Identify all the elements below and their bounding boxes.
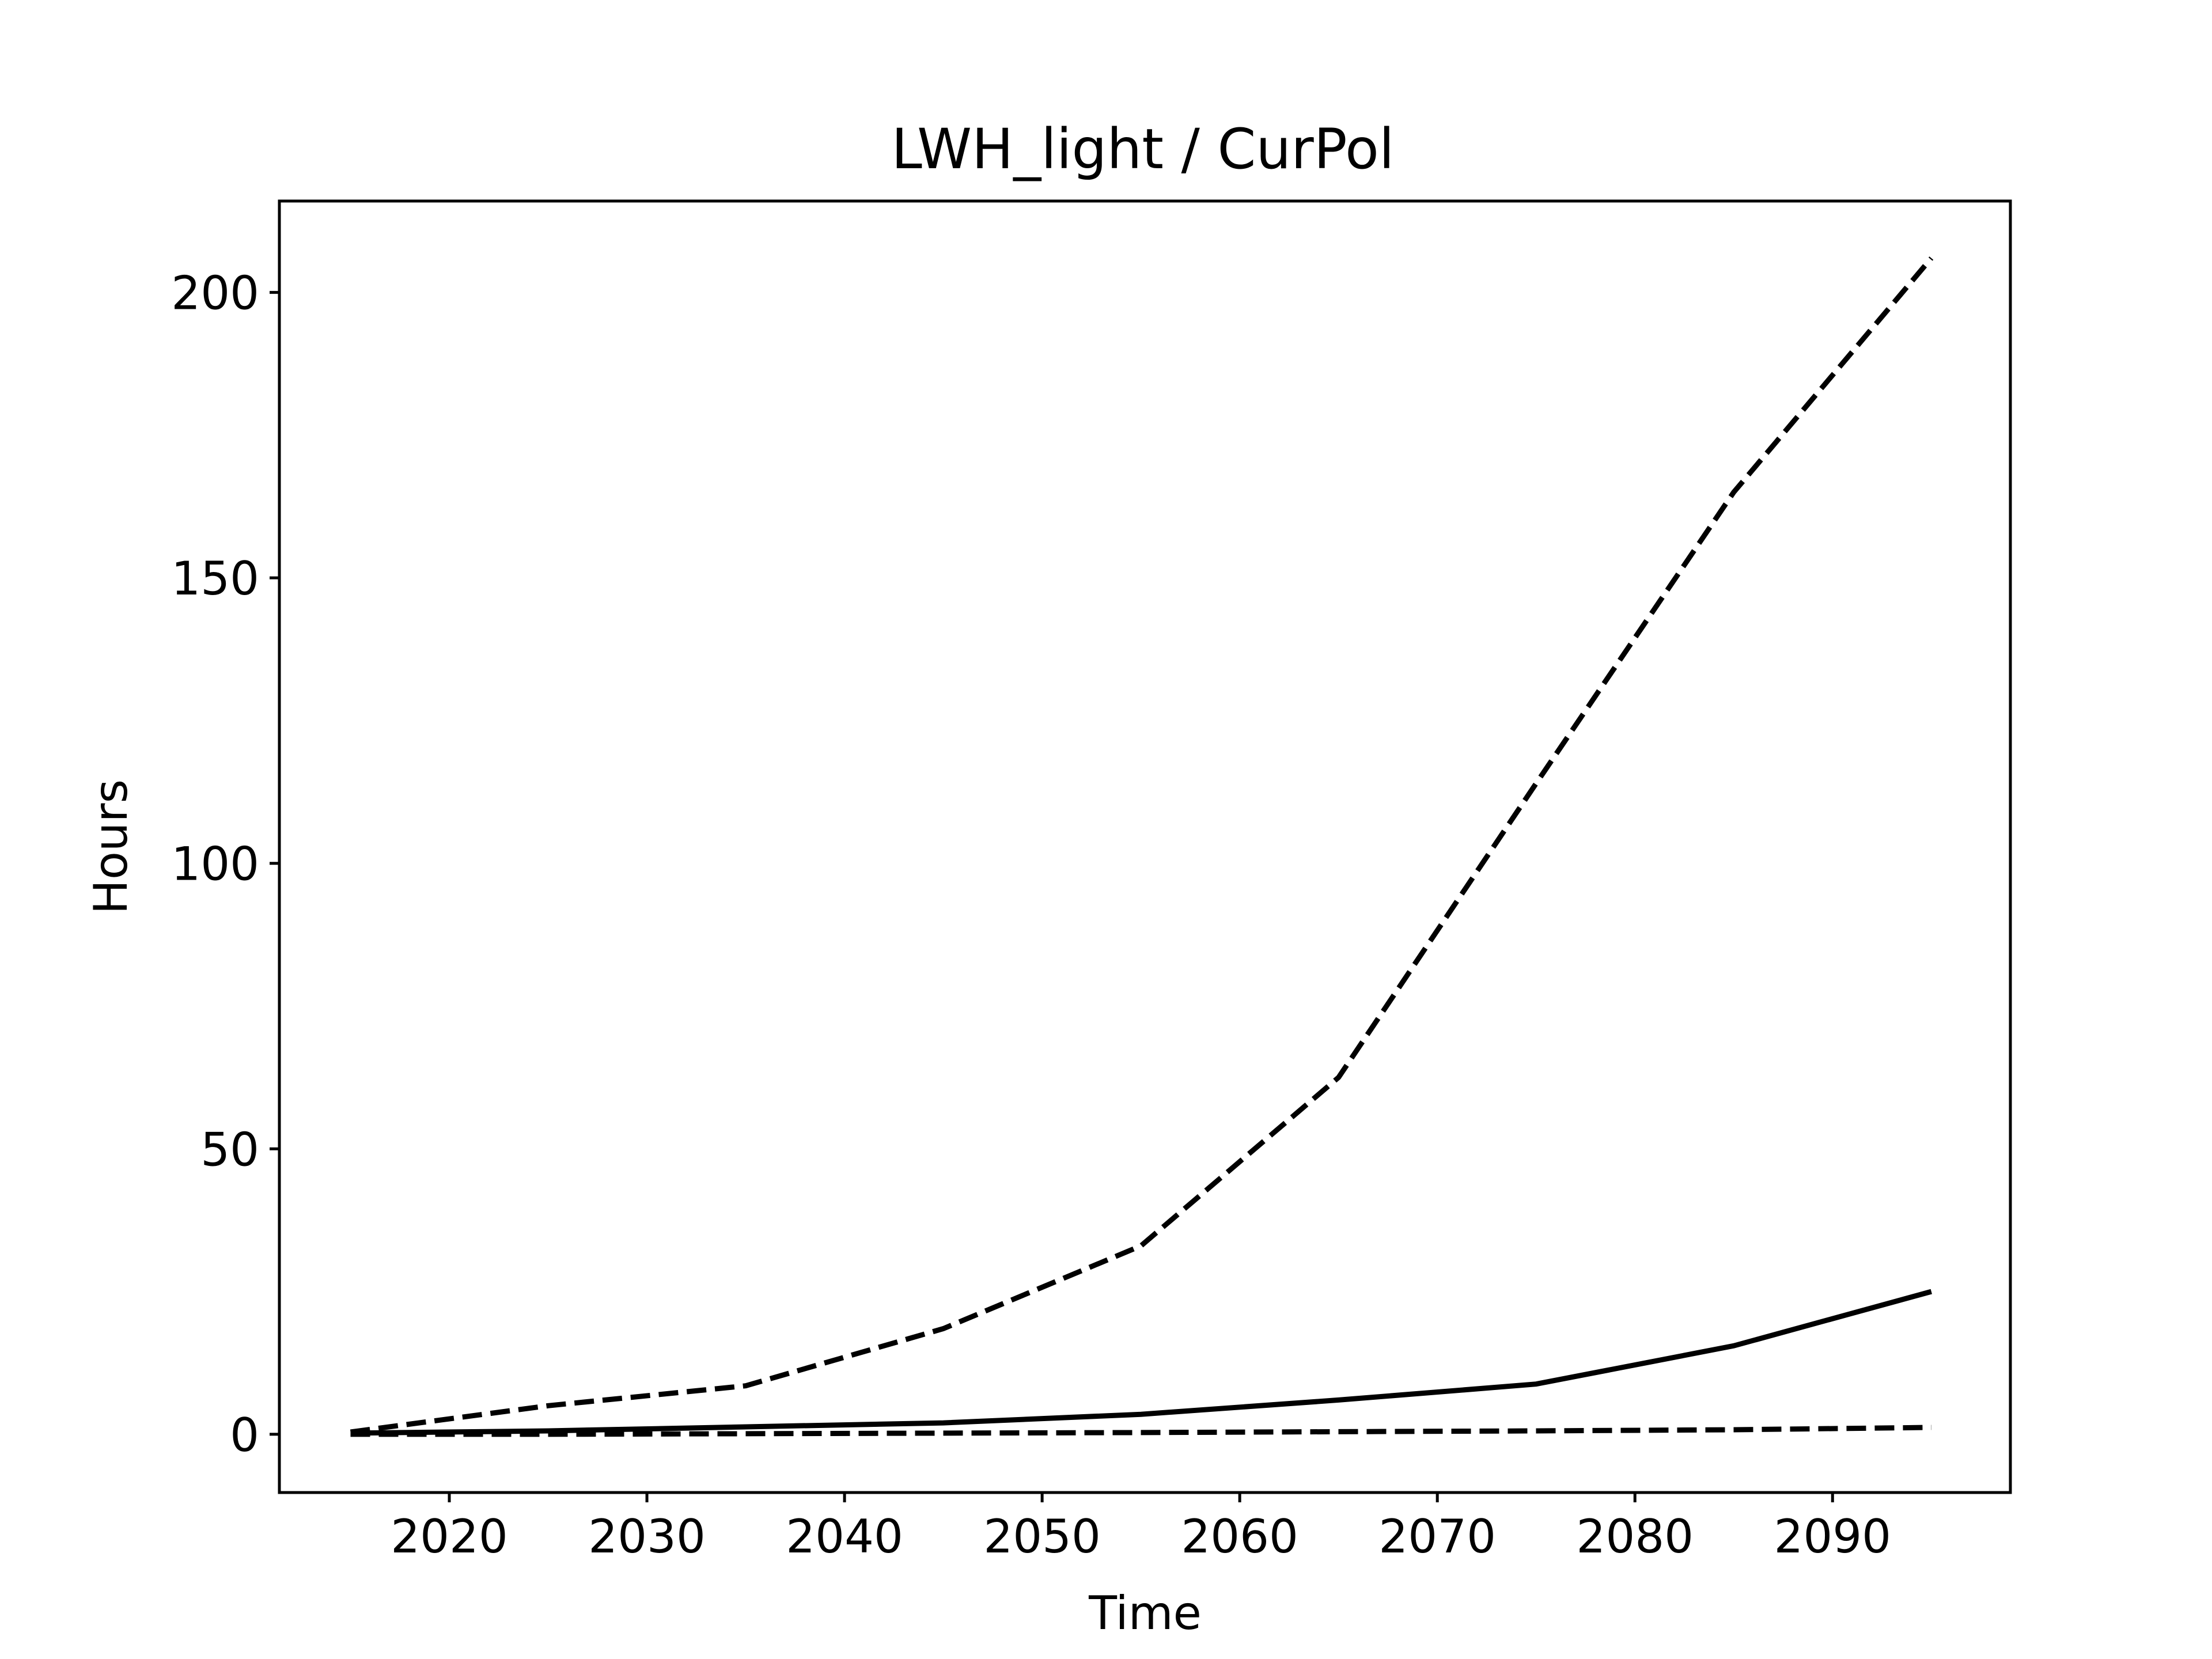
x-tick-label: 2020 <box>391 1510 508 1563</box>
x-tick-label: 2060 <box>1181 1510 1298 1563</box>
x-axis-label: Time <box>1088 1586 1202 1640</box>
y-tick-label: 0 <box>230 1408 259 1462</box>
y-tick-label: 150 <box>171 552 259 605</box>
x-axis-ticks: 2020 2030 2040 2050 2060 2070 2080 2090 <box>391 1493 1891 1563</box>
y-tick-label: 100 <box>171 838 259 891</box>
x-tick-label: 2040 <box>786 1510 903 1563</box>
y-axis-ticks: 0 50 100 150 200 <box>171 267 279 1462</box>
x-tick-label: 2080 <box>1576 1510 1694 1563</box>
y-axis-label: Hours <box>84 779 138 914</box>
chart-title: LWH_light / CurPol <box>891 117 1394 181</box>
series-line-1 <box>350 256 1934 1435</box>
y-tick-label: 50 <box>200 1123 259 1176</box>
x-tick-label: 2050 <box>983 1510 1101 1563</box>
x-tick-label: 2090 <box>1774 1510 1891 1563</box>
series-line-2 <box>350 1289 1932 1436</box>
series-layer <box>350 256 1934 1437</box>
x-tick-label: 2030 <box>588 1510 706 1563</box>
plot-area-frame <box>278 199 2012 1494</box>
series-line-3 <box>350 1425 1931 1437</box>
x-tick-label: 2070 <box>1378 1510 1496 1563</box>
y-tick-label: 200 <box>171 267 259 320</box>
